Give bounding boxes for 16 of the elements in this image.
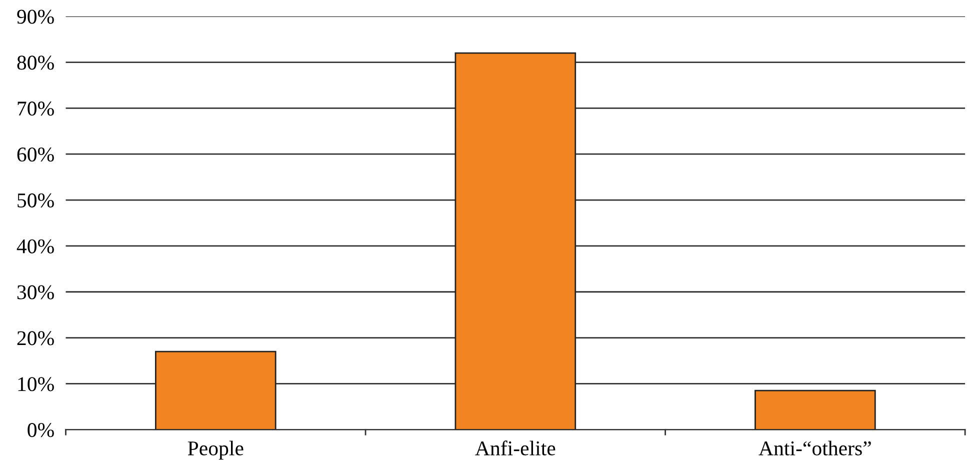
y-tick-label: 30%: [17, 285, 54, 300]
bar: [454, 52, 576, 430]
x-tick-label: People: [188, 440, 244, 460]
y-tick-label: 40%: [16, 239, 54, 254]
y-tick-label: 70%: [18, 102, 54, 116]
y-tick-label: 60%: [17, 147, 54, 162]
bar: [754, 390, 876, 430]
x-tick-label: Anfi-elite: [475, 440, 556, 456]
y-tick-label: 20%: [17, 331, 54, 346]
y-tick-label: 90%: [17, 10, 54, 24]
bar: [154, 350, 276, 430]
y-tick-label: 0%: [28, 423, 54, 438]
y-tick-label: 10%: [18, 377, 54, 392]
x-tick-label: Anti-“others”: [758, 440, 871, 456]
y-tick-label: 50%: [18, 193, 54, 208]
y-tick-label: 80%: [17, 56, 54, 70]
